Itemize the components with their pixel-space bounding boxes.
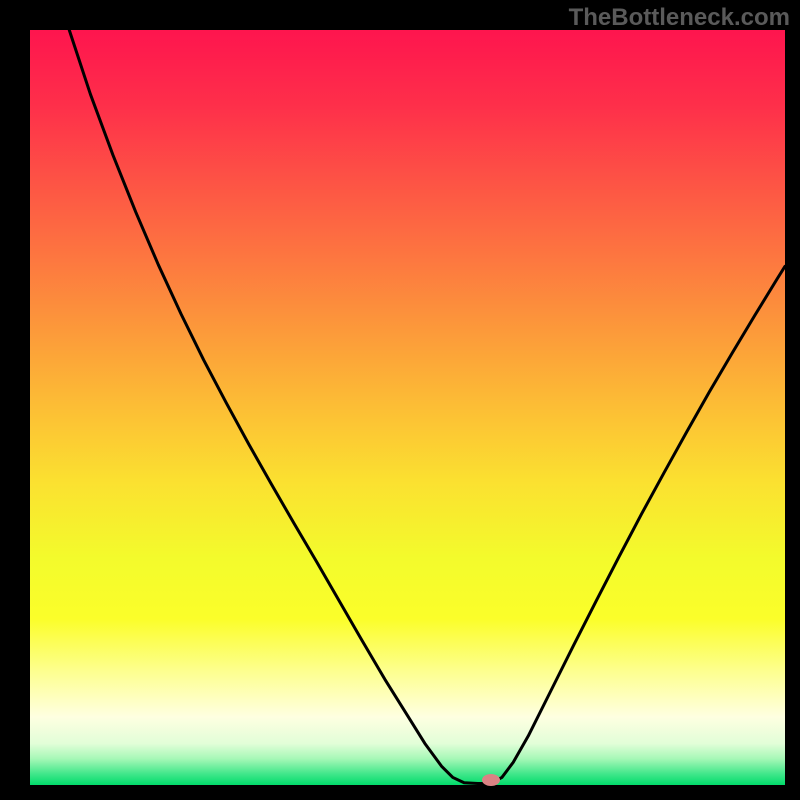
plot-area xyxy=(30,30,785,785)
chart-container: TheBottleneck.com xyxy=(0,0,800,800)
bottleneck-curve xyxy=(30,30,785,785)
watermark-text: TheBottleneck.com xyxy=(569,4,790,32)
minimum-marker xyxy=(482,774,500,786)
